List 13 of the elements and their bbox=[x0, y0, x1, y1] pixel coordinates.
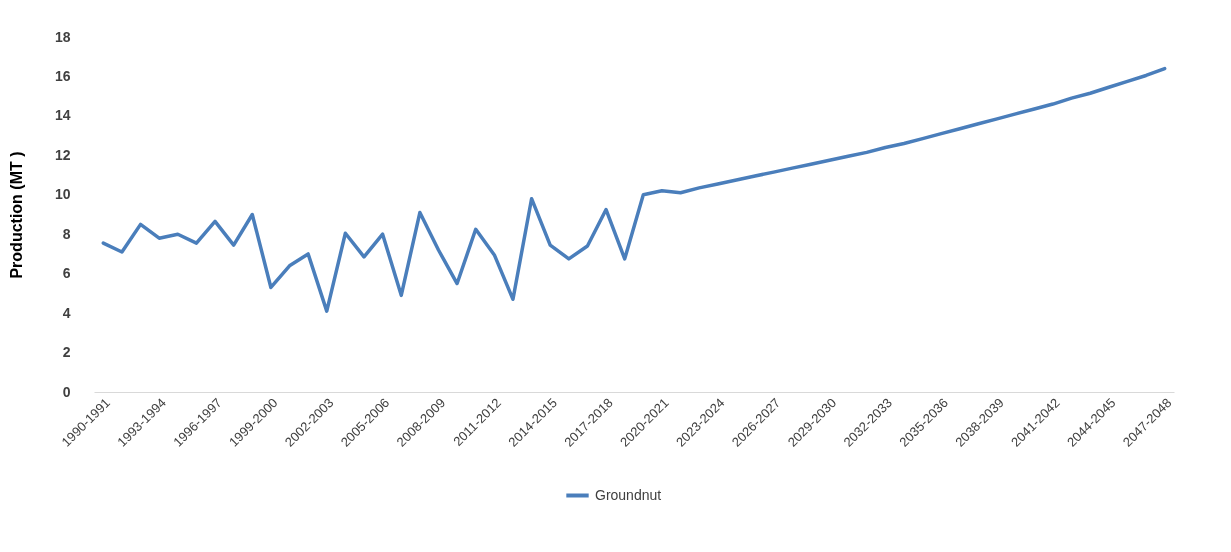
y-tick-label: 0 bbox=[62, 383, 71, 400]
y-tick-label: 10 bbox=[54, 186, 71, 203]
line-series bbox=[101, 66, 1167, 313]
y-tick-label: 12 bbox=[54, 146, 71, 163]
y-tick-label: 2 bbox=[62, 344, 71, 361]
y-tick-label: 6 bbox=[62, 265, 71, 282]
y-tick-label: 8 bbox=[62, 225, 71, 242]
y-tick-label: 16 bbox=[54, 67, 71, 84]
y-tick-label: 14 bbox=[54, 107, 71, 124]
y-tick-label: 18 bbox=[54, 28, 71, 45]
legend-label: Groundnut bbox=[595, 486, 662, 503]
y-axis-title: Production (MT ) bbox=[7, 151, 25, 279]
y-tick-label: 4 bbox=[62, 304, 71, 321]
